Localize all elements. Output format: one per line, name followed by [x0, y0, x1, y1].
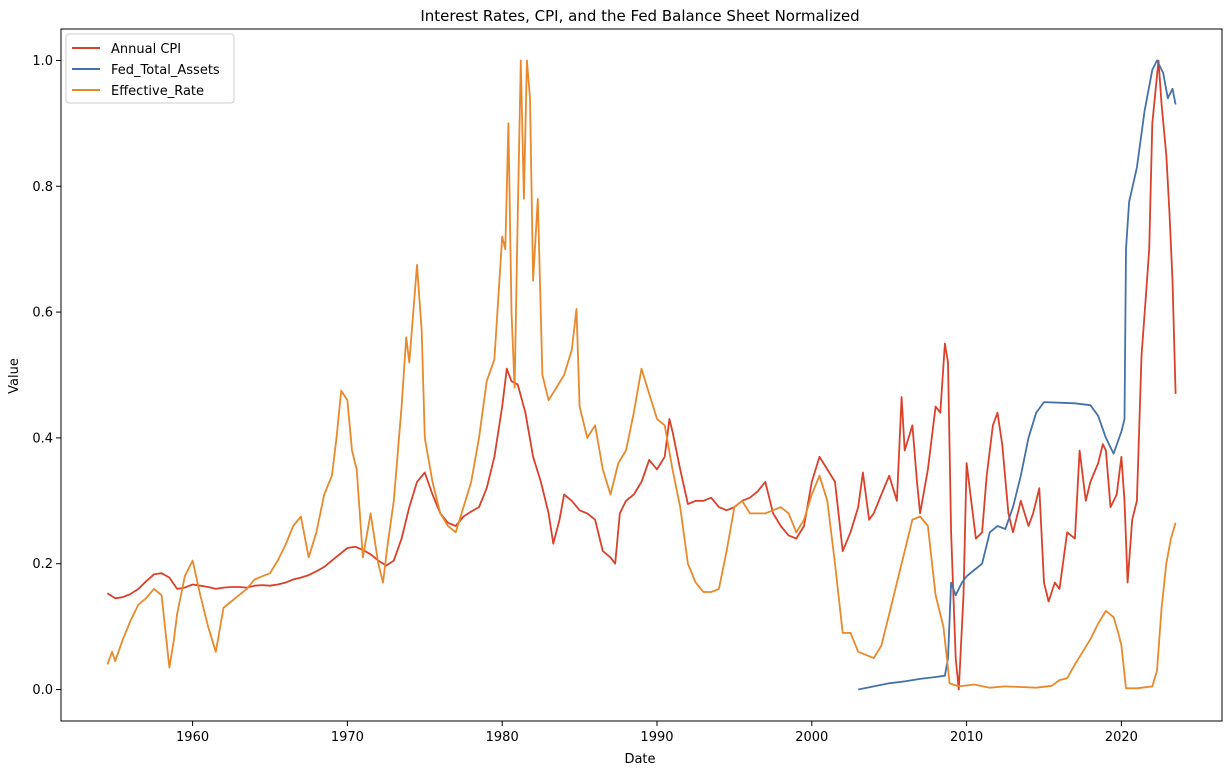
x-tick-label: 1970: [331, 730, 364, 745]
y-axis: 0.0 0.2 0.4 0.6 0.8 1.0: [32, 54, 61, 698]
x-axis-title: Date: [624, 752, 655, 767]
legend-box: [65, 33, 235, 104]
chart-title: Interest Rates, CPI, and the Fed Balance…: [420, 7, 859, 25]
legend: Annual CPI Fed_Total_Assets Effective_Rate: [65, 33, 235, 104]
x-tick-label: 1960: [176, 730, 209, 745]
y-axis-title: Value: [7, 358, 22, 394]
series-line-effective-rate: [106, 59, 1177, 690]
y-tick-label: 0.6: [32, 306, 53, 321]
x-tick-label: 2020: [1105, 730, 1138, 745]
plot-area: 1960 1970 1980 1990 2000 2010 2020 0.00.20.40.…: [32, 28, 1223, 745]
y-tick-label: 0.8: [32, 180, 53, 195]
y-tick-label: 0.0: [32, 683, 53, 698]
x-tick-label: 1990: [640, 730, 673, 745]
x-tick-label: 2010: [950, 730, 983, 745]
series-line-fed-total-assets: [858, 59, 1177, 691]
plot-frame: [60, 28, 1223, 722]
y-tick-label: 0.2: [32, 557, 53, 572]
legend-label-effective-rate: Effective_Rate: [111, 84, 204, 99]
x-tick-label: 2000: [795, 730, 828, 745]
legend-label-annual-cpi: Annual CPI: [111, 42, 181, 57]
y-tick-label: 0.4: [32, 431, 53, 446]
series-lines: [106, 59, 1177, 691]
legend-label-fed-total-assets: Fed_Total_Assets: [111, 63, 220, 78]
y-tick-label: 1.0: [32, 54, 53, 69]
x-tick-label: 1980: [486, 730, 519, 745]
x-axis: 1960 1970 1980 1990 2000 2010 2020: [176, 721, 1138, 745]
series-line-annual-cpi: [106, 59, 1177, 691]
